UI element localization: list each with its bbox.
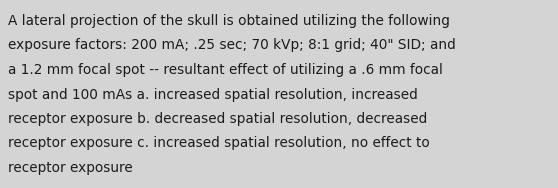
Text: receptor exposure b. decreased spatial resolution, decreased: receptor exposure b. decreased spatial r… [8, 112, 427, 126]
Text: A lateral projection of the skull is obtained utilizing the following: A lateral projection of the skull is obt… [8, 14, 450, 28]
Text: receptor exposure c. increased spatial resolution, no effect to: receptor exposure c. increased spatial r… [8, 136, 430, 151]
Text: receptor exposure: receptor exposure [8, 161, 133, 175]
Text: spot and 100 mAs a. increased spatial resolution, increased: spot and 100 mAs a. increased spatial re… [8, 87, 418, 102]
Text: a 1.2 mm focal spot -- resultant effect of utilizing a .6 mm focal: a 1.2 mm focal spot -- resultant effect … [8, 63, 443, 77]
Text: exposure factors: 200 mA; .25 sec; 70 kVp; 8:1 grid; 40" SID; and: exposure factors: 200 mA; .25 sec; 70 kV… [8, 39, 456, 52]
